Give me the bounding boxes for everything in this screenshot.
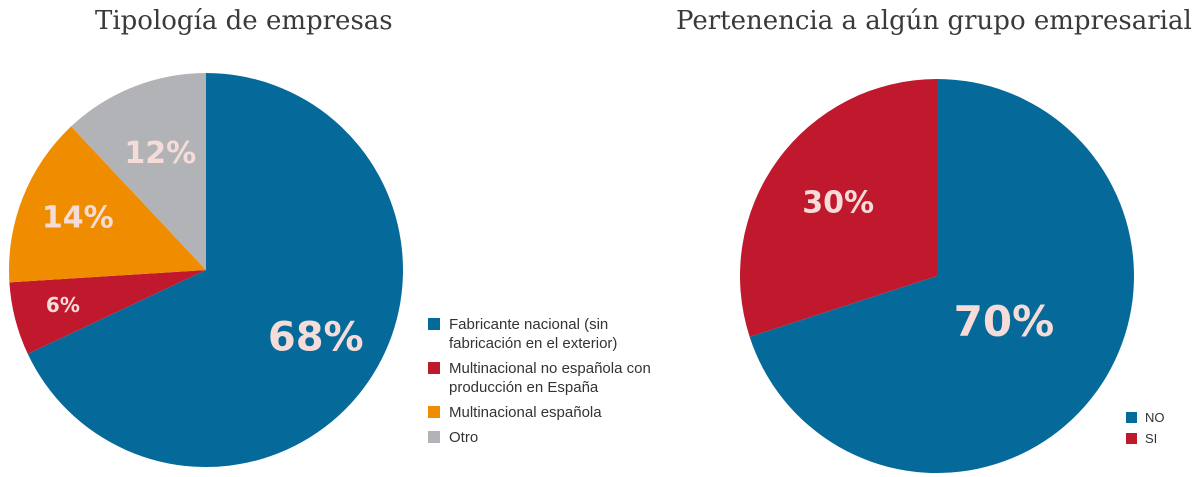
legend-label: NO: [1145, 410, 1165, 425]
legend-label: Fabricante nacional (sin fabricación en …: [449, 316, 618, 352]
legend-item: NO: [1126, 410, 1165, 426]
legend-grupo: NO SI: [1126, 410, 1165, 452]
slice-label: 68%: [268, 315, 364, 361]
legend-tipologia: Fabricante nacional (sin fabricación en …: [428, 315, 658, 453]
pie-slice: [9, 126, 207, 283]
slice-label: 12%: [124, 136, 196, 171]
legend-item: Multinacional no española con producción…: [428, 359, 658, 397]
legend-swatch: [428, 362, 440, 374]
legend-label: SI: [1145, 431, 1158, 446]
legend-label: Otro: [449, 429, 479, 446]
legend-item: Fabricante nacional (sin fabricación en …: [428, 315, 658, 353]
chart-title: Pertenencia a algún grupo empresarial: [676, 6, 1192, 36]
legend-swatch: [428, 431, 440, 443]
legend-label: Multinacional española: [449, 404, 602, 421]
pie-slice: [749, 79, 1135, 473]
slice-label: 6%: [46, 293, 80, 317]
legend-swatch: [1126, 433, 1137, 444]
pie-slice: [71, 73, 206, 270]
pie-slice: [27, 73, 403, 467]
legend-item: Multinacional española: [428, 403, 658, 422]
legend-swatch: [428, 318, 440, 330]
pie-chart-tipologia: 68% 6% 14% 12%: [9, 73, 403, 467]
legend-item: SI: [1126, 431, 1165, 447]
pie-slice: [740, 79, 937, 337]
legend-swatch: [428, 406, 440, 418]
legend-swatch: [1126, 412, 1137, 423]
slice-label: 30%: [802, 186, 874, 221]
slice-label: 70%: [954, 297, 1055, 346]
legend-label: Multinacional no española con producción…: [449, 360, 651, 396]
pie-slice: [9, 270, 207, 354]
legend-item: Otro: [428, 428, 658, 447]
slice-label: 14%: [42, 201, 114, 236]
chart-title: Tipología de empresas: [95, 6, 393, 36]
